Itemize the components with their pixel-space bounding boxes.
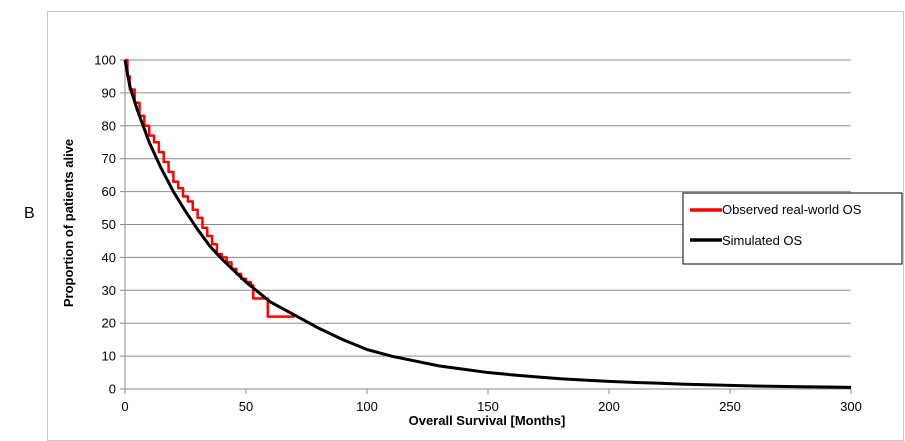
y-tick-label: 100 xyxy=(94,53,116,68)
y-tick-label: 60 xyxy=(102,184,116,199)
y-tick-label: 90 xyxy=(102,85,116,100)
y-tick-label: 40 xyxy=(102,250,116,265)
x-tick-label: 150 xyxy=(477,399,499,414)
y-tick-label: 10 xyxy=(102,349,116,364)
y-tick-label: 0 xyxy=(109,382,116,397)
legend-label-observed: Observed real-world OS xyxy=(722,202,862,217)
y-tick-label: 30 xyxy=(102,283,116,298)
y-tick-label: 70 xyxy=(102,151,116,166)
x-axis-label: Overall Survival [Months] xyxy=(409,413,566,428)
x-tick-label: 50 xyxy=(239,399,253,414)
series-line-observed xyxy=(125,58,295,318)
y-axis-label: Proportion of patients alive xyxy=(61,139,76,307)
x-tick-label: 250 xyxy=(719,399,741,414)
x-tick-label: 200 xyxy=(598,399,620,414)
panel-label: B xyxy=(24,205,35,222)
y-tick-label: 20 xyxy=(102,316,116,331)
x-tick-label: 0 xyxy=(121,399,128,414)
y-tick-label: 50 xyxy=(102,217,116,232)
legend-label-simulated: Simulated OS xyxy=(722,233,803,248)
y-tick-label: 80 xyxy=(102,118,116,133)
x-tick-label: 300 xyxy=(840,399,862,414)
axis-layer: 0 10 20 30 40 50 60 70 80 90 100 0 50 100 150 200 250 300 xyxy=(94,53,862,415)
survival-chart: 0 10 20 30 40 50 60 70 80 90 100 0 50 100 150 200 250 300… xyxy=(61,53,903,428)
x-tick-label: 100 xyxy=(356,399,378,414)
series-layer xyxy=(123,58,852,389)
legend: Observed real-world OS Simulated OS xyxy=(682,192,903,265)
series-line-simulated xyxy=(123,59,852,389)
legend-box xyxy=(682,192,903,265)
